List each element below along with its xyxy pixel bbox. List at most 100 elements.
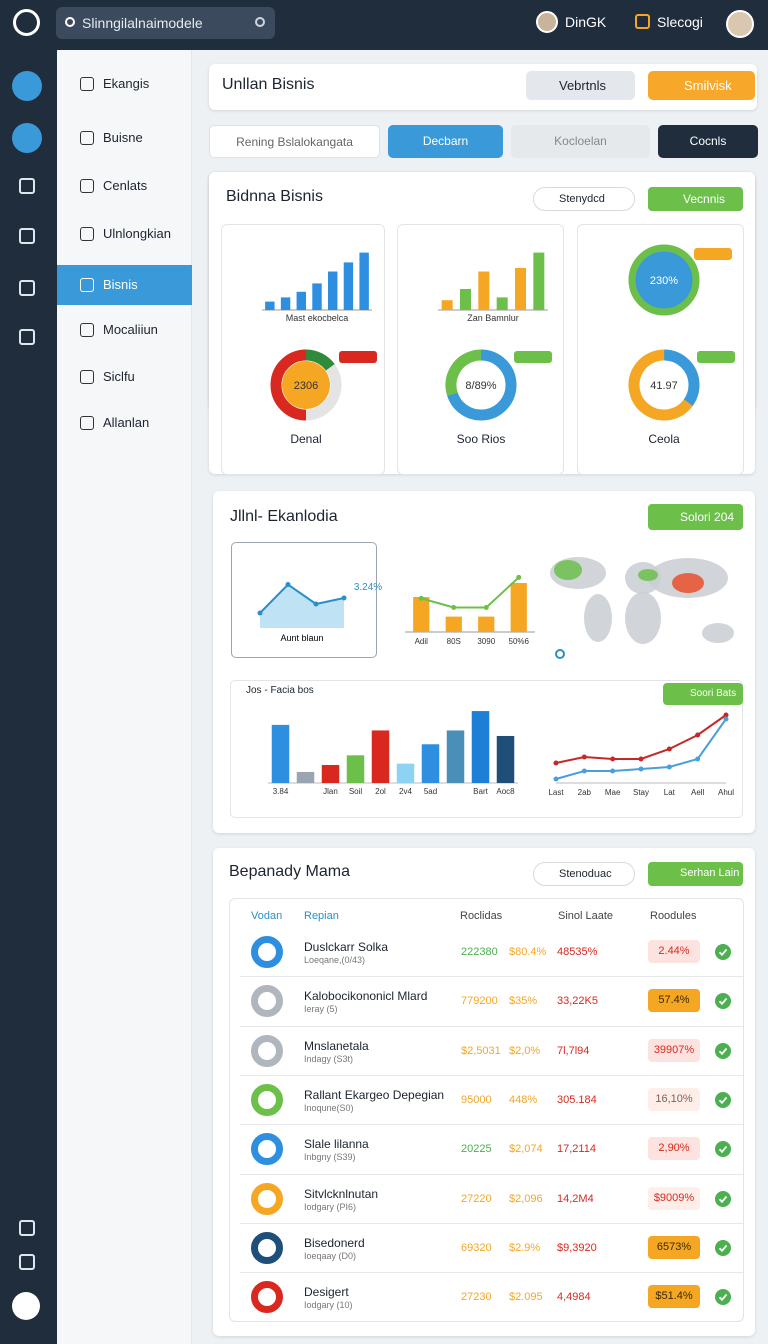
tab-label: Kocloelan — [554, 134, 607, 148]
x-tick-label: Lat — [664, 788, 676, 797]
bar — [371, 730, 390, 783]
bar — [413, 597, 430, 632]
point — [581, 754, 587, 760]
point — [553, 760, 559, 766]
badge-text: $51.4% — [655, 1290, 693, 1303]
badge-text: $9009% — [653, 1191, 695, 1204]
row-name[interactable]: Bisedonerd — [304, 1235, 365, 1250]
bar — [445, 616, 462, 632]
tab[interactable]: Decbarn — [388, 125, 503, 158]
rail-icon[interactable] — [12, 1292, 40, 1320]
sidebar-label: Allanlan — [103, 415, 150, 430]
status-circle — [715, 1289, 731, 1306]
x-tick-label: 2ab — [578, 788, 592, 797]
action-text[interactable]: Slecogi — [657, 14, 703, 30]
x-tick-label: Ahul — [718, 788, 734, 797]
bar — [446, 730, 465, 783]
sidebar-item[interactable]: Mocaliiun — [57, 310, 192, 350]
user-name[interactable]: DinGK — [565, 14, 607, 30]
row-name[interactable]: Rallant Ekargeo Depegian — [304, 1087, 445, 1102]
search-box[interactable]: Slinngilalnaimodele — [56, 7, 275, 39]
row-name[interactable]: Sitvlcknlnutan — [304, 1186, 379, 1201]
sidebar-icon — [80, 278, 94, 292]
tab[interactable]: Rening Bslalokangata — [209, 125, 380, 158]
select[interactable]: Stenydcd — [533, 187, 635, 211]
sidebar-item[interactable]: Ekangis — [57, 64, 192, 104]
sidebar-icon — [80, 179, 94, 193]
sidebar-item[interactable]: Siclfu — [57, 357, 192, 397]
point — [451, 605, 457, 610]
sidebar-item[interactable]: Buisne — [57, 118, 192, 158]
x-tick-label: 80S — [447, 637, 461, 646]
rail-icon[interactable] — [19, 280, 35, 296]
point — [723, 716, 729, 722]
section-title: Bepanady Mama — [229, 863, 350, 880]
rail-icon[interactable] — [12, 71, 42, 101]
column-header: Roclidas — [460, 910, 503, 922]
rail-icon[interactable] — [19, 228, 35, 244]
row-value: 779200 — [461, 995, 498, 1008]
row-name[interactable]: Mnslanetala — [304, 1038, 369, 1053]
status-check — [718, 1096, 728, 1105]
bar — [280, 297, 291, 310]
point — [553, 776, 559, 782]
row-value: $2,074 — [509, 1143, 543, 1156]
line — [259, 583, 345, 614]
bar — [265, 301, 275, 310]
row-value: 14,2M4 — [557, 1192, 594, 1205]
row-value: 20225 — [461, 1143, 492, 1156]
point — [418, 595, 424, 601]
select[interactable]: Stenoduac — [533, 862, 635, 886]
row-value: $35% — [509, 995, 538, 1008]
primary-button[interactable]: Soori Bats — [663, 683, 743, 705]
row-divider — [240, 1074, 743, 1076]
map-region — [554, 560, 582, 580]
search-icon — [255, 17, 265, 27]
sidebar-item[interactable]: Cenlats — [57, 166, 192, 206]
row-name[interactable]: Duslckarr Solka — [304, 940, 389, 954]
search-icon — [65, 17, 75, 27]
rail-icon[interactable] — [19, 1220, 35, 1236]
rail-icon[interactable] — [19, 178, 35, 194]
sidebar-icon — [80, 416, 94, 430]
x-tick-label: Soil — [349, 787, 363, 796]
primary-button[interactable]: Serhan Lain — [648, 862, 743, 886]
row-icon — [251, 1083, 283, 1116]
rail-icon[interactable] — [19, 1254, 35, 1270]
status-check — [718, 998, 728, 1006]
tab[interactable]: Cocnls — [658, 125, 758, 158]
row-name[interactable]: Desigert — [304, 1285, 349, 1300]
area-chart: 3.24% Aunt blaun — [257, 582, 382, 643]
x-tick-label: 3090 — [477, 637, 495, 646]
row-name[interactable]: Kalobocikononicl Mlard — [304, 989, 428, 1004]
point — [516, 574, 522, 580]
rail-icon[interactable] — [19, 329, 35, 345]
donut-chart: 2306 — [270, 349, 342, 421]
line-chart: Last 2ab Mae Stay Lat Aell Ahul — [548, 712, 734, 797]
row-value: $80.4% — [509, 946, 547, 958]
status-check — [718, 1244, 728, 1252]
x-tick-label: 2ol — [375, 787, 386, 796]
primary-button[interactable]: Smilvisk — [648, 71, 755, 100]
badge — [514, 351, 552, 363]
sidebar-item[interactable]: Ulnlongkian — [57, 214, 192, 254]
column-header: Vodan — [251, 910, 283, 922]
badge: 2.44% — [648, 940, 700, 963]
primary-button[interactable]: Solori 204 — [648, 504, 743, 530]
bar — [510, 583, 527, 632]
select[interactable]: Vebrtnls — [526, 71, 635, 100]
chart-caption: Mast ekocbelca — [286, 313, 349, 323]
row-name[interactable]: Slale lilanna — [304, 1137, 369, 1152]
donut-segment — [445, 349, 517, 421]
world-map — [550, 557, 734, 659]
row-value: $2,096 — [509, 1192, 543, 1205]
tab[interactable]: Kocloelan — [511, 125, 650, 158]
sidebar-item[interactable]: Bisnis — [57, 265, 192, 305]
x-tick-label: 50%6 — [509, 637, 530, 646]
primary-button[interactable]: Vecnnis — [648, 187, 743, 211]
donut-center: 2306 — [294, 380, 318, 392]
row-divider — [240, 1173, 743, 1175]
ring — [628, 244, 700, 316]
rail-icon[interactable] — [12, 123, 42, 153]
sidebar-item[interactable]: Allanlan — [57, 403, 192, 443]
